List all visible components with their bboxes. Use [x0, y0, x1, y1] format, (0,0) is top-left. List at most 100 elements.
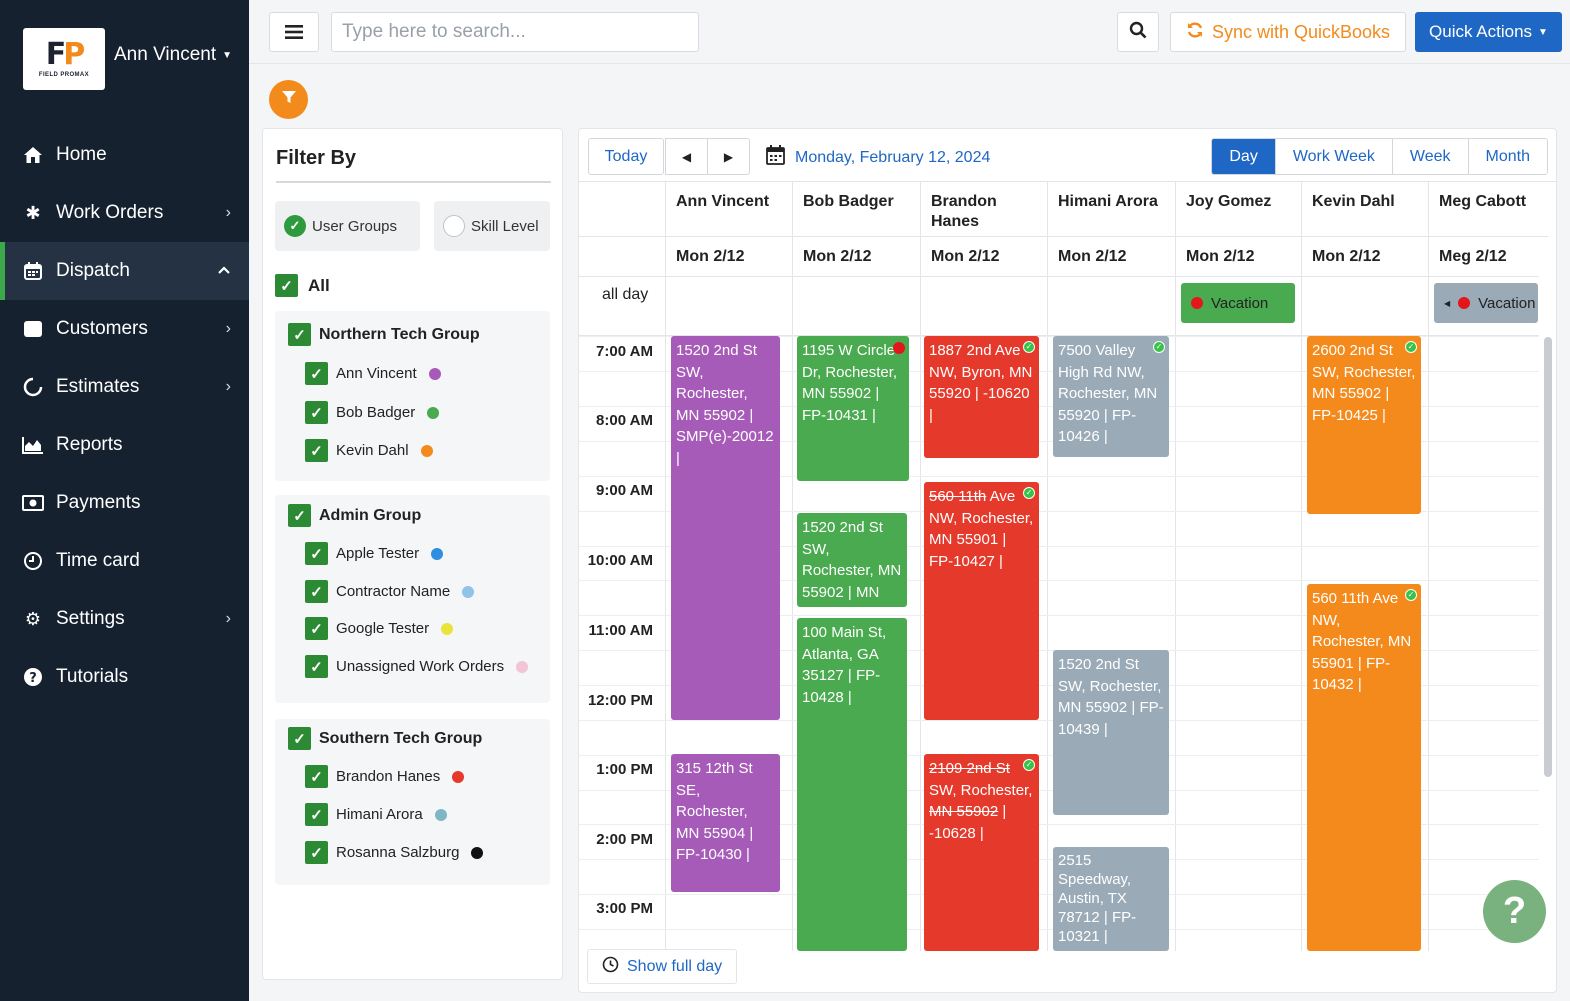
caret-down-icon: ▼	[222, 49, 233, 61]
search-button[interactable]	[1117, 12, 1159, 52]
column-header: Brandon Hanes	[920, 182, 1047, 236]
work-order-event[interactable]: 1520 2nd St SW, Rochester, MN 55902 | SM…	[671, 336, 780, 720]
work-order-event[interactable]: 7500 Valley High Rd NW, Rochester, MN 55…	[1053, 336, 1169, 457]
color-dot	[420, 444, 433, 457]
cog-icon: ✱	[25, 202, 41, 223]
search-input[interactable]	[331, 12, 699, 52]
view-work-week[interactable]: Work Week	[1274, 139, 1392, 174]
vacation-event[interactable]: Vacation	[1181, 283, 1295, 323]
color-dot	[431, 547, 444, 560]
color-dot	[441, 622, 454, 635]
checkbox-member[interactable]: ✓	[305, 803, 328, 826]
prev-day-button[interactable]: ◀	[665, 138, 708, 175]
skill-level-option[interactable]: Skill Level	[434, 201, 550, 251]
date-header: Mon 2/12	[792, 236, 920, 276]
check-icon: ✓	[1023, 487, 1035, 499]
user-menu[interactable]: Ann Vincent ▼	[114, 44, 232, 66]
checkbox-group[interactable]: ✓	[288, 504, 311, 527]
member-filter[interactable]: ✓ Himani Arora	[305, 803, 447, 826]
calendar-grid: Ann Vincent Bob Badger Brandon Hanes Him…	[579, 181, 1556, 951]
field-promax-logo[interactable]: FP FIELD PROMAX	[23, 28, 105, 90]
caret-left-icon: ◀	[681, 149, 692, 164]
checkbox-group[interactable]: ✓	[288, 323, 311, 346]
sync-quickbooks-button[interactable]: Sync with QuickBooks	[1170, 12, 1406, 52]
show-full-day-button[interactable]: Show full day	[587, 949, 738, 984]
checkbox-member[interactable]: ✓	[305, 439, 328, 462]
nav-estimates[interactable]: Estimates ›	[0, 358, 249, 416]
svg-text:?: ?	[29, 671, 37, 686]
user-groups-option[interactable]: ✓ User Groups	[275, 201, 420, 251]
work-order-event[interactable]: 315 12th St SE, Rochester, MN 55904 | FP…	[671, 754, 780, 892]
nav-tutorials[interactable]: ? Tutorials	[0, 648, 249, 706]
chevron-right-icon: ›	[225, 610, 231, 627]
date-picker[interactable]: Monday, February 12, 2024	[766, 145, 990, 170]
nav-time-card[interactable]: Time card	[0, 532, 249, 590]
work-order-event[interactable]: 1520 2nd St SW, Rochester, MN 55902 | MN…	[797, 513, 907, 607]
checkbox-member[interactable]: ✓	[305, 655, 328, 678]
view-month[interactable]: Month	[1467, 139, 1547, 174]
nav-payments[interactable]: Payments	[0, 474, 249, 532]
work-order-event[interactable]: 2600 2nd St SW, Rochester, MN 55902 | FP…	[1307, 336, 1421, 514]
work-order-event[interactable]: 560 11th Ave NW, Rochester, MN 55901 | F…	[1307, 584, 1421, 951]
help-button[interactable]: ?	[1483, 880, 1546, 943]
view-day[interactable]: Day	[1212, 139, 1275, 174]
nav-reports[interactable]: Reports	[0, 416, 249, 474]
checkbox-member[interactable]: ✓	[305, 841, 328, 864]
nav-settings[interactable]: ⚙ Settings ›	[0, 590, 249, 648]
date-header: Meg 2/12	[1428, 236, 1548, 276]
checkbox-group[interactable]: ✓	[288, 727, 311, 750]
member-filter[interactable]: ✓ Rosanna Salzburg	[305, 841, 484, 864]
estimates-icon	[22, 377, 44, 397]
divider	[276, 181, 551, 183]
work-order-event[interactable]: 2109 2nd St SW, Rochester, MN 55902 | -1…	[924, 754, 1039, 951]
nav-customers[interactable]: Customers ›	[0, 300, 249, 358]
work-order-event[interactable]: 100 Main St, Atlanta, GA 35127 | FP-1042…	[797, 618, 907, 951]
hamburger-icon	[285, 19, 303, 45]
hamburger-menu-button[interactable]	[269, 12, 319, 52]
group-northern-tech: ✓ Northern Tech Group ✓ Ann Vincent ✓ Bo…	[275, 311, 550, 481]
user-name: Ann Vincent	[114, 44, 217, 65]
member-filter[interactable]: ✓ Bob Badger	[305, 401, 440, 424]
check-icon: ✓	[1153, 341, 1165, 353]
group-admin: ✓ Admin Group ✓ Apple Tester ✓ Contracto…	[275, 495, 550, 703]
view-week[interactable]: Week	[1391, 139, 1468, 174]
today-button[interactable]: Today	[588, 138, 664, 175]
group-header[interactable]: ✓ Southern Tech Group	[288, 727, 482, 750]
checkbox-member[interactable]: ✓	[305, 580, 328, 603]
filter-toggle-button[interactable]	[269, 80, 308, 119]
checkbox-member[interactable]: ✓	[305, 542, 328, 565]
clock-icon	[602, 956, 619, 978]
work-order-event[interactable]: 1520 2nd St SW, Rochester, MN 55902 | FP…	[1053, 650, 1169, 815]
nav-dispatch[interactable]: Dispatch	[0, 242, 249, 300]
nav-home[interactable]: Home	[0, 126, 249, 184]
vacation-event[interactable]: ◀ Vacation	[1434, 283, 1538, 323]
checkbox-member[interactable]: ✓	[305, 765, 328, 788]
member-filter[interactable]: ✓ Kevin Dahl	[305, 439, 433, 462]
nav-work-orders[interactable]: ✱ Work Orders ›	[0, 184, 249, 242]
quick-actions-button[interactable]: Quick Actions ▼	[1415, 12, 1562, 52]
checkbox-member[interactable]: ✓	[305, 362, 328, 385]
next-day-button[interactable]: ▶	[707, 138, 750, 175]
group-header[interactable]: ✓ Northern Tech Group	[288, 323, 480, 346]
work-order-event[interactable]: 2515 Speedway, Austin, TX 78712 | FP-103…	[1053, 847, 1169, 951]
member-filter[interactable]: ✓ Unassigned Work Orders	[305, 655, 529, 678]
work-order-event[interactable]: 1887 2nd Ave NW, Byron, MN 55920 | -1062…	[924, 336, 1039, 458]
date-header-spacer	[579, 236, 665, 276]
current-date: Monday, February 12, 2024	[795, 148, 991, 166]
checkbox-member[interactable]: ✓	[305, 401, 328, 424]
date-header: Mon 2/12	[920, 236, 1047, 276]
group-header[interactable]: ✓ Admin Group	[288, 504, 421, 527]
date-header: Mon 2/12	[1047, 236, 1175, 276]
member-filter[interactable]: ✓ Ann Vincent	[305, 362, 441, 385]
checkbox-member[interactable]: ✓	[305, 617, 328, 640]
member-filter[interactable]: ✓ Contractor Name	[305, 580, 475, 603]
chevron-up-icon	[217, 262, 231, 280]
checkbox-all[interactable]: ✓	[275, 274, 298, 297]
member-filter[interactable]: ✓ Apple Tester	[305, 542, 444, 565]
work-order-event[interactable]: 560 11th Ave NW, Rochester, MN 55901 | F…	[924, 482, 1039, 720]
calendar-scrollbar[interactable]	[1544, 337, 1552, 777]
work-order-event[interactable]: 1195 W Circle Dr, Rochester, MN 55902 | …	[797, 336, 909, 481]
member-filter[interactable]: ✓ Brandon Hanes	[305, 765, 465, 788]
filter-all[interactable]: ✓ All	[275, 274, 330, 297]
member-filter[interactable]: ✓ Google Tester	[305, 617, 454, 640]
